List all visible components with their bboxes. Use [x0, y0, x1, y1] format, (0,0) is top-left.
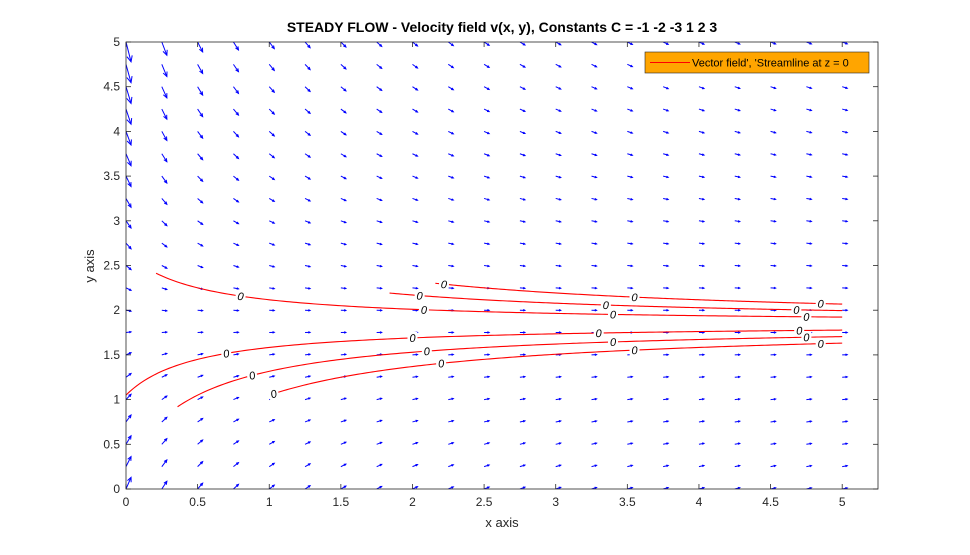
vector-arrow — [878, 443, 883, 445]
vector-arrow — [878, 332, 883, 334]
y-tick-label: 3 — [113, 214, 120, 228]
y-axis-label: y axis — [82, 249, 97, 283]
x-tick-label: 4 — [696, 495, 703, 509]
contour-label: 0 — [803, 312, 810, 324]
vector-arrow — [878, 265, 883, 267]
contour-label: 0 — [610, 309, 617, 321]
contour-label: 0 — [803, 332, 810, 344]
vector-arrow — [878, 465, 883, 467]
contour-label: 0 — [596, 328, 603, 340]
y-tick-label: 3.5 — [103, 169, 120, 183]
vector-arrow — [878, 198, 883, 200]
y-tick-label: 2.5 — [103, 259, 120, 273]
legend[interactable]: Vector field', 'Streamline at z = 0 — [645, 52, 869, 73]
contour-label: 0 — [796, 325, 803, 337]
x-tick-label: 1.5 — [333, 495, 350, 509]
y-tick-label: 1 — [113, 393, 120, 407]
x-axis-label: x axis — [485, 515, 519, 530]
y-tick-label: 5 — [113, 35, 120, 49]
vector-arrow — [878, 109, 883, 111]
vector-arrow — [878, 87, 883, 89]
vector-arrow — [878, 309, 883, 311]
vector-arrow — [878, 421, 883, 423]
x-tick-label: 5 — [839, 495, 846, 509]
chart-title: STEADY FLOW - Velocity field v(x, y), Co… — [287, 19, 718, 35]
y-tick-label: 0 — [113, 482, 120, 496]
vector-arrow — [878, 131, 883, 133]
y-tick-label: 4 — [113, 124, 120, 138]
x-tick-label: 1 — [266, 495, 273, 509]
y-tick-label: 4.5 — [103, 80, 120, 94]
y-tick-label: 0.5 — [103, 437, 120, 451]
vector-arrow — [878, 243, 883, 245]
vector-arrow — [878, 64, 883, 66]
x-tick-label: 0.5 — [189, 495, 206, 509]
y-tick-label: 1.5 — [103, 348, 120, 362]
vector-arrow — [878, 399, 883, 401]
vector-arrow — [878, 376, 883, 378]
legend-label: Vector field', 'Streamline at z = 0 — [692, 58, 849, 70]
y-tick-label: 2 — [113, 303, 120, 317]
vector-arrow — [878, 287, 883, 289]
vector-arrow — [878, 354, 883, 356]
x-tick-label: 4.5 — [762, 495, 779, 509]
vector-arrow — [878, 42, 883, 44]
vector-arrow — [878, 488, 883, 490]
vector-arrow — [878, 176, 883, 178]
x-tick-label: 2.5 — [476, 495, 493, 509]
x-tick-label: 3.5 — [619, 495, 636, 509]
x-tick-label: 3 — [552, 495, 559, 509]
x-tick-label: 2 — [409, 495, 416, 509]
axes-background — [126, 42, 878, 489]
vector-arrow — [878, 220, 883, 222]
contour-label: 0 — [793, 305, 800, 317]
x-tick-label: 0 — [123, 495, 130, 509]
vector-arrow — [878, 154, 883, 156]
